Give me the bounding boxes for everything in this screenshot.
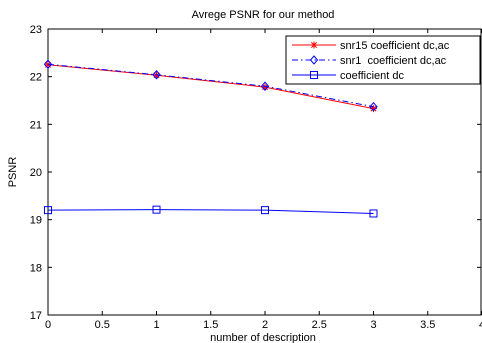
- legend-marker-0: [310, 41, 318, 49]
- series-2-point: [44, 206, 52, 215]
- x-tick-label: 4: [479, 319, 482, 331]
- series-2-point: [261, 206, 269, 215]
- x-axis-label: number of description: [210, 332, 316, 343]
- y-tick-label: 23: [30, 24, 42, 36]
- x-tick-label: 3: [370, 319, 376, 331]
- x-tick-label: 1.5: [203, 319, 218, 331]
- legend-label-2: coefficient dc: [340, 70, 405, 82]
- y-axis-label: PSNR: [7, 157, 19, 188]
- series-1-point: [152, 70, 161, 80]
- x-tick-label: 0.5: [95, 319, 110, 331]
- legend-label-0: snr15 coefficient dc,ac: [340, 40, 450, 52]
- legend: snr15 coefficient dc,ac snr1 coefficient …: [285, 35, 481, 85]
- series-1-point: [43, 59, 53, 70]
- y-tick-label: 20: [30, 167, 42, 179]
- x-tick-label: 1: [153, 319, 159, 331]
- x-tick-label: 0: [45, 319, 51, 331]
- y-tick-label: 18: [30, 262, 42, 274]
- series-2-point: [152, 205, 161, 214]
- y-tick-label: 17: [30, 310, 42, 322]
- chart-title: Avrege PSNR for our method: [192, 9, 335, 21]
- legend-marker-1: [309, 55, 319, 65]
- y-tick-label: 19: [30, 215, 42, 227]
- series-1-point: [260, 81, 270, 91]
- legend-label-1: snr1 coefficient dc,ac: [340, 55, 447, 67]
- series-line-1: [47, 63, 374, 108]
- x-tick-label: 2: [262, 319, 268, 331]
- x-tick-label: 2.5: [312, 319, 327, 331]
- series-1-point: [369, 101, 378, 112]
- y-tick-label: 21: [30, 119, 42, 131]
- y-tick-label: 22: [30, 72, 42, 84]
- x-tick-label: 3.5: [420, 319, 435, 331]
- legend-box: [285, 35, 481, 85]
- series-line-2: [47, 209, 374, 214]
- series-2-point: [369, 209, 378, 218]
- legend-marker-2: [310, 71, 318, 79]
